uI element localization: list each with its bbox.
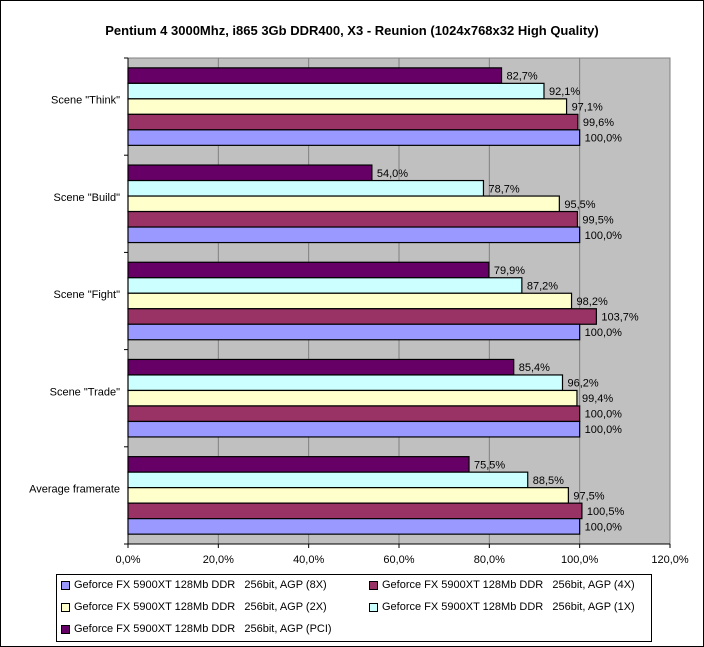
bar bbox=[127, 456, 470, 473]
bar bbox=[127, 420, 581, 438]
bar bbox=[127, 502, 583, 520]
legend-item: Geforce FX 5900XT 128Mb DDR 256bit, AGP … bbox=[61, 601, 327, 613]
bar bbox=[127, 277, 523, 294]
data-label: 100,0% bbox=[585, 133, 623, 145]
data-label: 97,5% bbox=[573, 490, 604, 502]
legend-swatch bbox=[61, 602, 70, 612]
data-label: 79,9% bbox=[494, 265, 525, 277]
legend-swatch bbox=[61, 624, 70, 634]
data-label: 87,2% bbox=[527, 281, 558, 293]
data-label: 99,6% bbox=[583, 117, 614, 129]
data-label: 92,1% bbox=[549, 86, 580, 98]
bar bbox=[127, 358, 515, 376]
data-label: 100,0% bbox=[585, 409, 623, 421]
category-label: Scene "Trade" bbox=[50, 386, 120, 398]
bar bbox=[127, 405, 581, 423]
bar bbox=[127, 195, 560, 213]
bar bbox=[127, 261, 490, 279]
data-label: 100,0% bbox=[585, 327, 623, 339]
data-label: 85,4% bbox=[519, 362, 550, 374]
legend-item: Geforce FX 5900XT 128Mb DDR 256bit, AGP … bbox=[369, 579, 635, 591]
bar bbox=[127, 374, 564, 392]
legend: Geforce FX 5900XT 128Mb DDR 256bit, AGP … bbox=[56, 574, 652, 642]
legend-label: Geforce FX 5900XT 128Mb DDR 256bit, AGP … bbox=[74, 601, 327, 613]
data-label: 82,7% bbox=[507, 71, 538, 83]
bar bbox=[127, 129, 581, 146]
legend-item: Geforce FX 5900XT 128Mb DDR 256bit, AGP … bbox=[369, 601, 635, 613]
legend-item: Geforce FX 5900XT 128Mb DDR 256bit, AGP … bbox=[61, 579, 327, 591]
category-label: Scene "Fight" bbox=[53, 289, 120, 301]
data-label: 97,1% bbox=[572, 102, 603, 114]
data-label: 88,5% bbox=[533, 475, 564, 487]
x-tick-label: 80,0% bbox=[474, 554, 505, 566]
bar bbox=[127, 292, 573, 310]
data-label: 100,0% bbox=[585, 521, 623, 533]
bar bbox=[127, 98, 568, 115]
bar bbox=[127, 226, 581, 244]
data-label: 98,2% bbox=[577, 296, 608, 308]
data-label: 103,7% bbox=[601, 312, 639, 324]
category-label: Scene "Build" bbox=[53, 192, 120, 204]
x-tick-label: 20,0% bbox=[203, 554, 234, 566]
legend-label: Geforce FX 5900XT 128Mb DDR 256bit, AGP … bbox=[382, 601, 635, 613]
bar bbox=[127, 308, 597, 325]
legend-label: Geforce FX 5900XT 128Mb DDR 256bit, AGP … bbox=[74, 623, 332, 635]
bar bbox=[127, 164, 373, 182]
bar bbox=[127, 210, 579, 228]
data-label: 100,0% bbox=[585, 230, 623, 242]
data-label: 95,5% bbox=[564, 199, 595, 211]
bar bbox=[127, 389, 578, 407]
bar bbox=[127, 179, 485, 197]
bar bbox=[127, 487, 569, 504]
x-tick-label: 120,0% bbox=[651, 554, 689, 566]
category-label: Scene "Think" bbox=[51, 95, 120, 107]
bar bbox=[127, 323, 581, 341]
bar bbox=[127, 113, 579, 131]
data-label: 100,5% bbox=[587, 506, 625, 518]
x-tick-label: 100,0% bbox=[561, 554, 599, 566]
bar bbox=[127, 518, 581, 535]
legend-swatch bbox=[369, 580, 378, 590]
legend-item: Geforce FX 5900XT 128Mb DDR 256bit, AGP … bbox=[61, 623, 332, 635]
data-label: 100,0% bbox=[585, 424, 623, 436]
bar bbox=[127, 82, 545, 100]
bar bbox=[127, 471, 529, 489]
legend-label: Geforce FX 5900XT 128Mb DDR 256bit, AGP … bbox=[382, 579, 635, 591]
category-label: Average framerate bbox=[29, 483, 120, 495]
x-tick-label: 60,0% bbox=[383, 554, 414, 566]
legend-label: Geforce FX 5900XT 128Mb DDR 256bit, AGP … bbox=[74, 579, 327, 591]
legend-swatch bbox=[369, 602, 378, 612]
data-label: 99,5% bbox=[582, 214, 613, 226]
plot-area: 0,0% 20,0% 40,0% 60,0% 80,0% 100,0% 120,0% Scen… bbox=[29, 57, 689, 566]
data-label: 99,4% bbox=[582, 393, 613, 405]
bar bbox=[127, 67, 503, 84]
data-label: 78,7% bbox=[488, 183, 519, 195]
chart-title: Pentium 4 3000Mhz, i865 3Gb DDR400, X3 -… bbox=[105, 23, 599, 38]
x-tick-label: 0,0% bbox=[115, 554, 140, 566]
legend-swatch bbox=[61, 580, 70, 590]
data-label: 75,5% bbox=[474, 459, 505, 471]
data-label: 54,0% bbox=[377, 168, 408, 180]
data-label: 96,2% bbox=[568, 378, 599, 390]
x-tick-label: 40,0% bbox=[293, 554, 324, 566]
